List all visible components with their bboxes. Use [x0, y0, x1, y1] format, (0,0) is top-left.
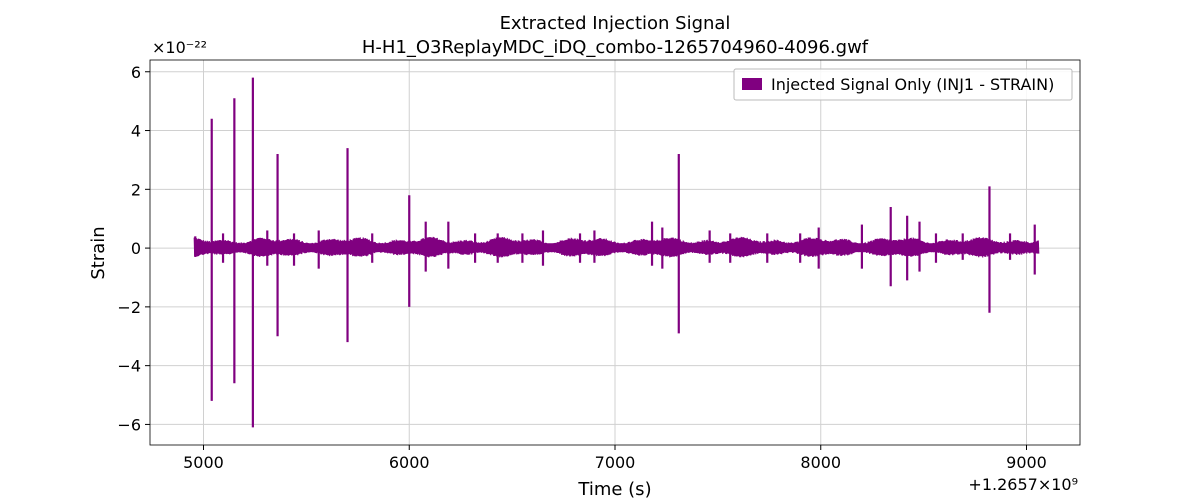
- x-tick-label: 7000: [595, 453, 636, 472]
- chart-subtitle: H-H1_O3ReplayMDC_iDQ_combo-1265704960-40…: [362, 37, 869, 58]
- y-multiplier-label: ×10⁻²²: [152, 38, 207, 57]
- signal-band: [194, 243, 1039, 253]
- y-tick-label: 4: [131, 122, 141, 141]
- y-tick-label: −6: [117, 415, 141, 434]
- series-injected-signal: [193, 77, 1040, 428]
- y-tick-label: 0: [131, 239, 141, 258]
- axis-ticks: 5000 6000 7000 8000 9000 −6 −4 −2 0 2 4 6: [117, 63, 1046, 472]
- x-tick-label: 5000: [183, 453, 224, 472]
- y-tick-label: 2: [131, 180, 141, 199]
- legend-swatch: [742, 78, 762, 90]
- x-axis-label: Time (s): [577, 479, 651, 500]
- legend: Injected Signal Only (INJ1 - STRAIN): [733, 68, 1073, 101]
- x-tick-label: 6000: [389, 453, 430, 472]
- legend-entry-label: Injected Signal Only (INJ1 - STRAIN): [771, 75, 1054, 94]
- y-tick-label: 6: [131, 63, 141, 82]
- y-tick-label: −4: [117, 357, 141, 376]
- x-offset-label: +1.2657×10⁹: [968, 475, 1078, 494]
- x-tick-label: 8000: [800, 453, 841, 472]
- y-axis-label: Strain: [88, 226, 109, 279]
- x-tick-label: 9000: [1006, 453, 1047, 472]
- chart-title: Extracted Injection Signal: [500, 13, 731, 34]
- plot-area: [193, 77, 1040, 428]
- y-tick-label: −2: [117, 298, 141, 317]
- legend-box: [733, 68, 1073, 101]
